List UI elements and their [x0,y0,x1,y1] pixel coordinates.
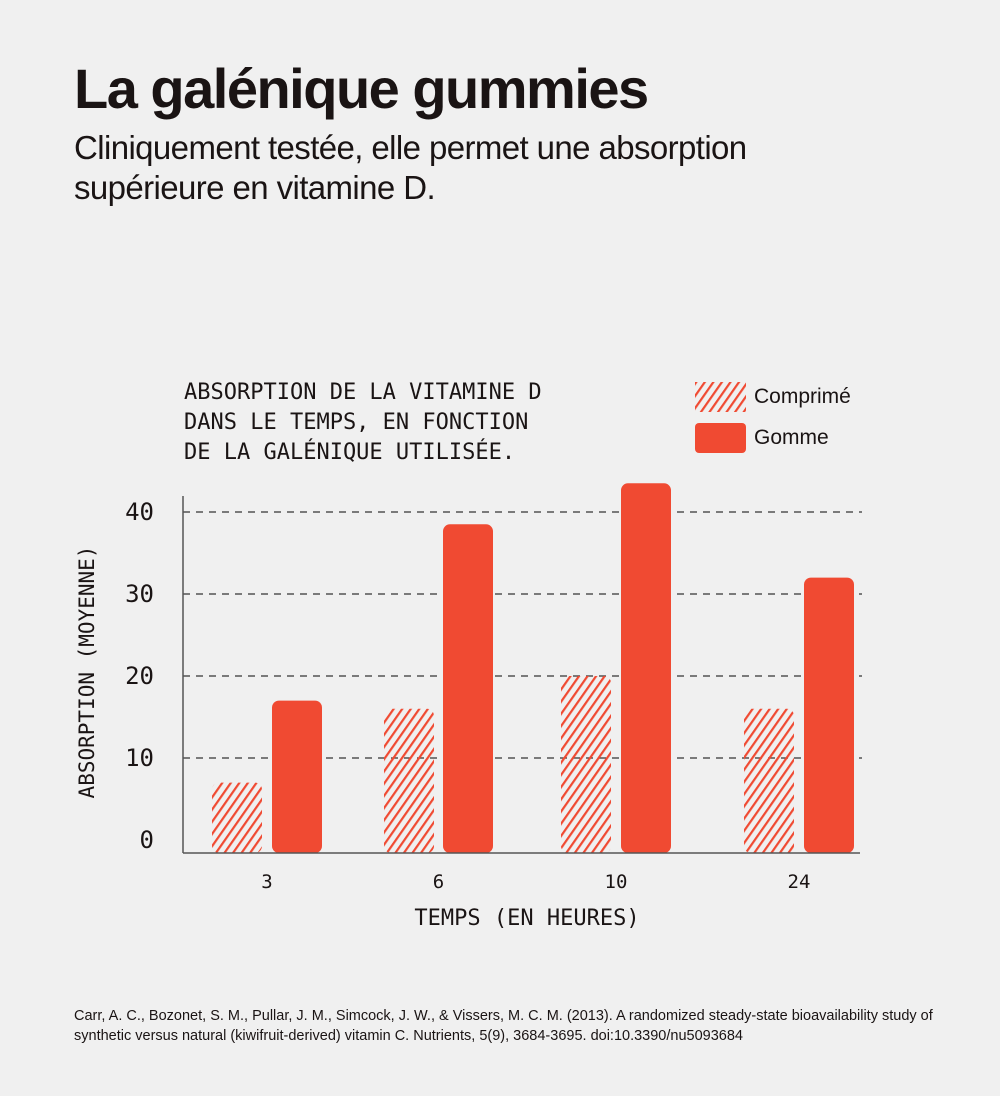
y-tick-label: 20 [125,662,154,690]
y-tick-label: 40 [125,498,154,526]
reference-citation: Carr, A. C., Bozonet, S. M., Pullar, J. … [74,1008,933,1044]
legend-label-comprime: Comprimé [754,385,851,408]
bar-gomme-6h [443,524,493,853]
bar-gomme-10h [621,483,671,853]
bar-comprime-24h [744,708,794,853]
x-tick-label: 6 [433,871,444,893]
y-axis-label: ABSORPTION (MOYENNE) [75,546,99,799]
x-tick-label: 24 [788,871,811,893]
legend-swatch-hatched [695,382,746,412]
legend-item-gomme: Gomme [695,423,829,453]
y-tick-label: 30 [125,580,154,608]
page-title: La galénique gummies [74,57,649,120]
y-tick-label: 10 [125,744,154,772]
bar-chart: 0 10 20 30 40 3 6 10 24 TEMPS (EN HEURES) ABSOR… [75,483,862,931]
y-tick-label: 0 [140,826,154,854]
chart-title: ABSORPTION DE LA VITAMINE D DANS LE TEMP… [184,380,542,465]
bar-comprime-6h [384,708,434,853]
bar-comprime-3h [212,782,262,853]
bar-gomme-24h [804,577,854,853]
page-subtitle: Cliniquement testée, elle permet une abs… [74,129,747,206]
x-tick-label: 10 [605,871,628,893]
bar-gomme-3h [272,700,322,853]
x-tick-label: 3 [261,871,272,893]
x-axis-label: TEMPS (EN HEURES) [414,906,639,931]
legend-swatch-solid [695,423,746,453]
legend-label-gomme: Gomme [754,426,829,449]
legend-item-comprime: Comprimé [695,382,851,412]
bar-comprime-10h [561,676,611,853]
